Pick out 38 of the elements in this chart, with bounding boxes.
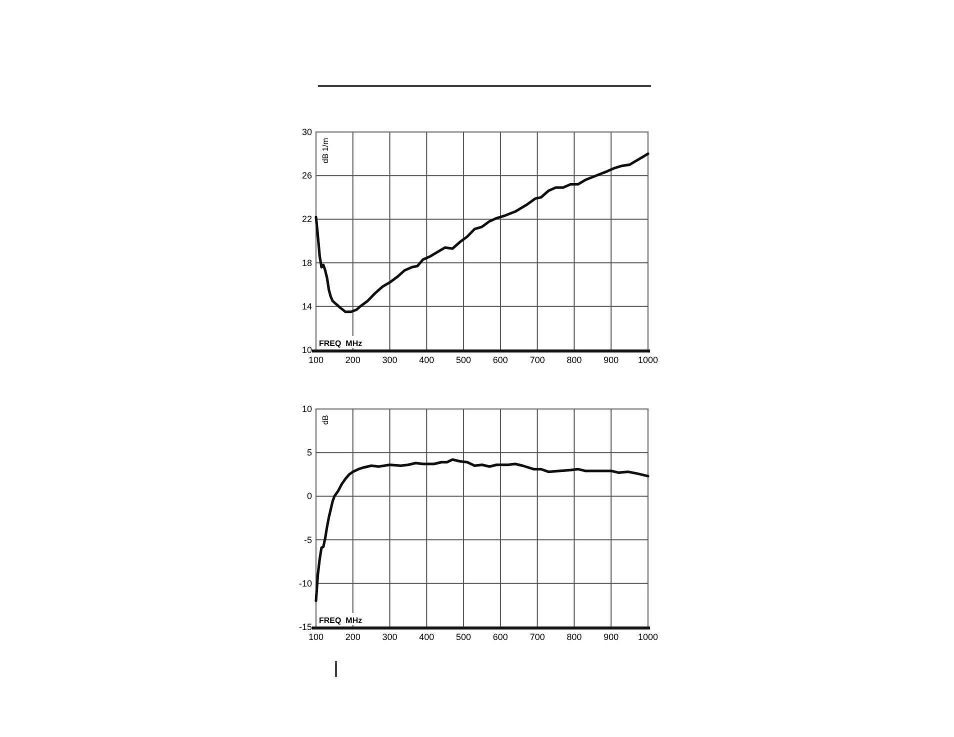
y-tick-label: 0 <box>306 491 312 502</box>
y-tick-label: -10 <box>298 578 312 588</box>
x-tick-label: 700 <box>530 355 545 365</box>
x-tick-label: 400 <box>419 355 434 365</box>
x-tick-label: 300 <box>382 632 398 642</box>
x-tick-label: 400 <box>419 632 434 642</box>
y-tick-label: 22 <box>302 214 312 224</box>
x-tick-label: 600 <box>492 632 508 642</box>
line-series <box>314 152 650 314</box>
x-tick-label: 600 <box>492 355 508 365</box>
x-tick-label: 1000 <box>638 632 658 642</box>
x-tick-label: 100 <box>308 632 324 642</box>
y-tick-label: 18 <box>302 258 312 268</box>
y-tick-label: -15 <box>298 622 312 632</box>
x-tick-label: 200 <box>345 632 360 642</box>
y-tick-label: 5 <box>306 448 312 458</box>
x-tick-label: 100 <box>308 355 324 365</box>
x-tick-label: 800 <box>566 632 582 642</box>
x-tick-label: 500 <box>456 632 472 642</box>
x-tick-label: 300 <box>382 355 398 365</box>
x-tick-label: 800 <box>566 355 582 365</box>
line-series <box>314 458 650 602</box>
y-tick-label: 26 <box>302 170 312 181</box>
x-tick-label: 900 <box>604 355 619 365</box>
y-tick-label: 30 <box>302 127 312 137</box>
x-axis-title: FREQ MHz <box>319 616 362 625</box>
y-tick-label: 10 <box>302 404 312 414</box>
x-tick-label: 500 <box>456 355 472 365</box>
x-tick-label: 900 <box>604 632 619 642</box>
x-tick-label: 1000 <box>638 355 658 365</box>
y-tick-label: 10 <box>302 345 312 355</box>
y-tick-label: 14 <box>302 301 312 312</box>
y-axis-title: dB 1/m <box>321 138 330 164</box>
x-axis-title: FREQ MHz <box>319 339 362 348</box>
y-axis-title: dB <box>321 415 330 425</box>
x-tick-label: 200 <box>345 355 360 365</box>
x-tick-label: 700 <box>530 632 545 642</box>
y-tick-label: -5 <box>304 534 312 545</box>
